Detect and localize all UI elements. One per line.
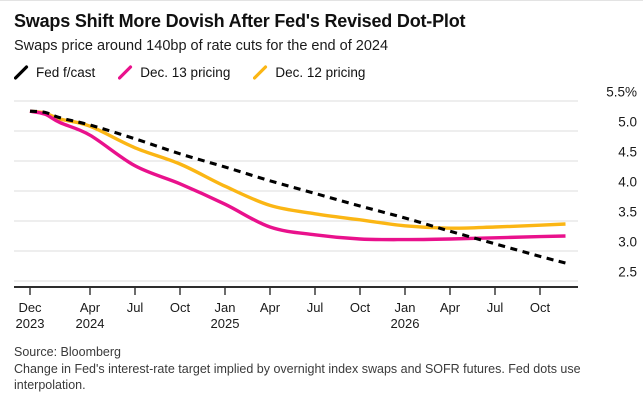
gridlines — [14, 100, 578, 282]
legend-item-dec-13-pricing: Dec. 13 pricing — [118, 65, 230, 80]
legend-slash-icon — [253, 64, 268, 80]
x-tick-month-label: Jul — [127, 300, 144, 315]
series-line-fed-f-cast — [29, 109, 566, 265]
x-tick-year-label: 2024 — [76, 316, 105, 331]
x-tick-month-label: Apr — [440, 300, 461, 315]
y-tick-label: 3.0 — [618, 235, 637, 250]
x-tick-month-label: Apr — [260, 300, 281, 315]
chart-subtitle: Swaps price around 140bp of rate cuts fo… — [14, 38, 389, 54]
legend-slash-icon — [14, 64, 29, 80]
x-tick-month-label: Apr — [80, 300, 101, 315]
x-tick-year-label: 2023 — [16, 316, 45, 331]
y-tick-label: 5.0 — [618, 115, 637, 130]
x-tick-year-label: 2025 — [211, 316, 240, 331]
legend-item-label: Dec. 13 pricing — [140, 64, 231, 80]
x-tick-month-label: Oct — [170, 300, 191, 315]
source-text: Source: Bloomberg — [14, 345, 122, 359]
x-tick-month-label: Jul — [487, 300, 504, 315]
footnote-text: Change in Fed's interest-rate target imp… — [14, 362, 581, 392]
y-tick-label: 3.5 — [618, 205, 637, 220]
series-line-dec-12-pricing — [29, 109, 566, 230]
chart-title: Swaps Shift More Dovish After Fed's Revi… — [14, 11, 466, 31]
legend-slash-icon — [118, 64, 133, 80]
x-tick-month-label: Oct — [530, 300, 551, 315]
x-tick-month-label: Jul — [307, 300, 324, 315]
x-axis-ticks — [29, 288, 541, 295]
y-tick-label: 4.5 — [618, 145, 637, 160]
legend-item-dec-12-pricing: Dec. 12 pricing — [253, 65, 365, 80]
y-tick-label: 2.5 — [618, 265, 637, 280]
x-tick-month-label: Dec — [18, 300, 42, 315]
y-axis-labels: 5.5% 5.0 4.5 4.0 3.5 3.0 2.5 — [606, 85, 637, 280]
legend-item-fed-fcast: Fed f/cast — [14, 65, 95, 80]
legend-item-label: Fed f/cast — [36, 64, 96, 80]
y-tick-label: 4.0 — [618, 175, 637, 190]
x-tick-month-label: Oct — [350, 300, 371, 315]
legend-item-label: Dec. 12 pricing — [275, 64, 366, 80]
x-tick-year-label: 2026 — [391, 316, 420, 331]
legend: Fed f/cast Dec. 13 pricing Dec. 12 pricing — [14, 62, 365, 82]
y-tick-label: 5.5% — [606, 85, 637, 100]
x-tick-month-label: Jan — [395, 300, 416, 315]
series-line-dec-13-pricing — [29, 109, 566, 242]
x-tick-month-label: Jan — [215, 300, 236, 315]
